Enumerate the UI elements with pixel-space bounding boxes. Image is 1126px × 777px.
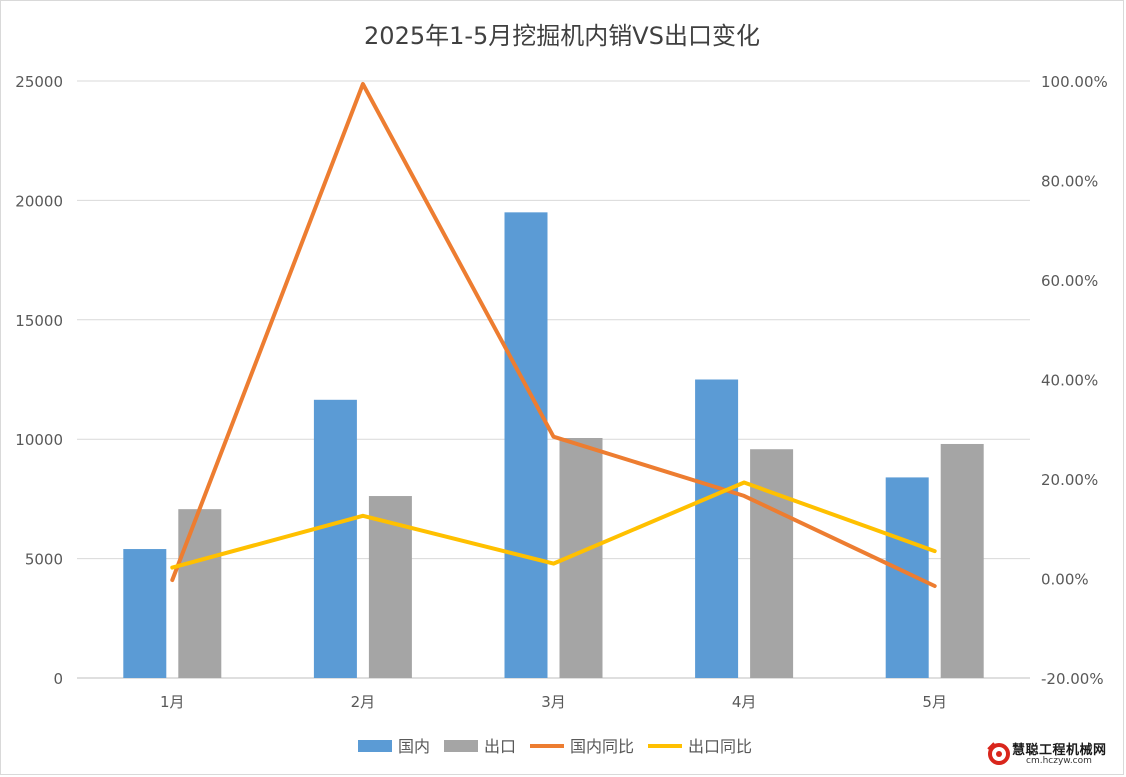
right-axis-tick-label: 20.00% <box>1041 471 1098 489</box>
right-axis-tick-label: 100.00% <box>1041 73 1108 91</box>
bar-国内-1月 <box>123 549 167 678</box>
category-label: 5月 <box>922 693 947 711</box>
legend-label-国内: 国内 <box>398 737 430 756</box>
right-axis-tick-label: 60.00% <box>1041 272 1098 290</box>
left-axis-tick-label: 15000 <box>15 312 63 330</box>
bar-国内-5月 <box>885 477 929 678</box>
category-label: 1月 <box>160 693 185 711</box>
line-国内同比 <box>170 82 937 588</box>
legend-label-出口同比: 出口同比 <box>688 737 752 756</box>
line-出口同比 <box>170 480 937 570</box>
watermark-url: cm.hczyw.com <box>1026 756 1092 766</box>
watermark-logo-icon <box>987 742 1010 765</box>
bar-出口-5月 <box>940 443 984 678</box>
legend-label-出口: 出口 <box>484 737 516 756</box>
watermark-title: 慧聪工程机械网 <box>1012 743 1107 758</box>
legend: 国内 出口 国内同比 出口同比 <box>358 737 752 756</box>
bar-国内-2月 <box>313 399 357 678</box>
left-axis-tick-label: 25000 <box>15 73 63 91</box>
bar-出口-1月 <box>178 509 222 678</box>
category-label: 2月 <box>351 693 376 711</box>
left-axis-tick-label: 10000 <box>15 431 63 449</box>
right-axis-tick-label: -20.00% <box>1041 670 1104 688</box>
category-label: 3月 <box>541 693 566 711</box>
right-axis-tick-label: 40.00% <box>1041 372 1098 390</box>
bar-出口-4月 <box>750 449 794 678</box>
watermark: 慧聪工程机械网 cm.hczyw.com <box>986 738 1116 772</box>
legend-swatch-出口 <box>444 740 478 752</box>
category-label: 4月 <box>732 693 757 711</box>
right-axis-tick-label: 80.00% <box>1041 173 1098 191</box>
chart-title: 2025年1-5月挖掘机内销VS出口变化 <box>364 22 760 50</box>
legend-label-国内同比: 国内同比 <box>570 737 634 756</box>
left-axis-tick-label: 20000 <box>15 192 63 210</box>
left-axis-tick-label: 0 <box>53 670 63 688</box>
right-axis-tick-label: 0.00% <box>1041 571 1089 589</box>
bar-国内-3月 <box>504 212 548 678</box>
left-axis-tick-label: 5000 <box>25 551 63 569</box>
bar-国内-4月 <box>695 379 739 678</box>
legend-swatch-国内 <box>358 740 392 752</box>
